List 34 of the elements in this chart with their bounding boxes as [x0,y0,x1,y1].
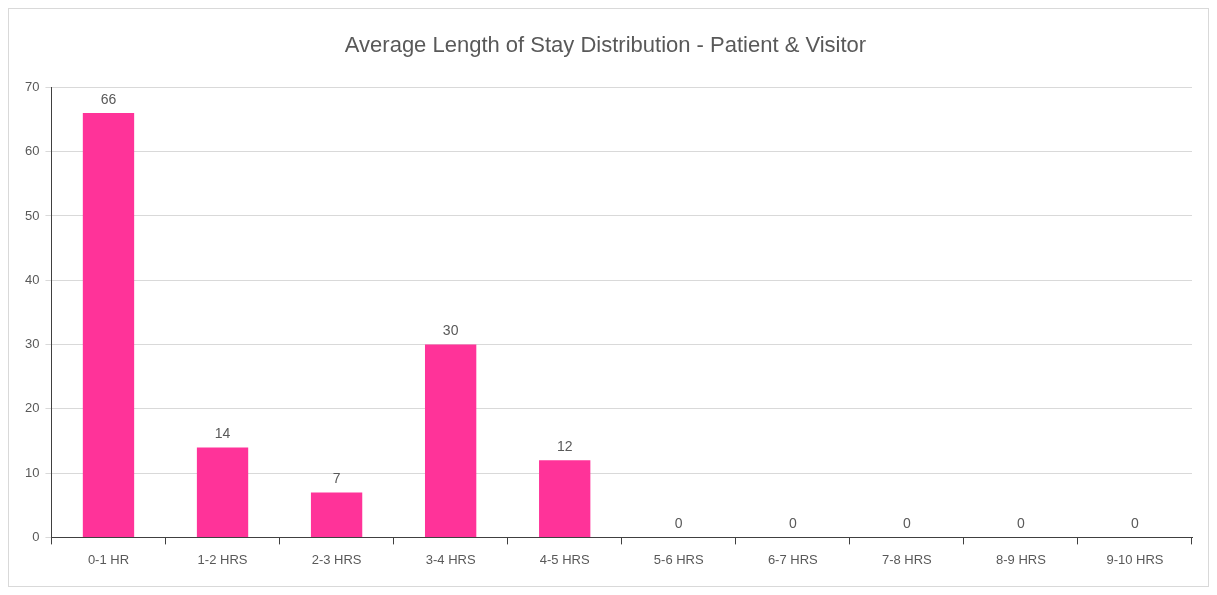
y-tick-label: 10 [24,464,40,480]
data-label: 7 [332,470,341,487]
x-tick-label: 9-10 HRS [1106,551,1164,567]
chart-title: Average Length of Stay Distribution - Patient & Visitor [344,32,867,58]
data-label: 0 [788,515,797,532]
bar [424,344,477,537]
data-label: 0 [674,515,683,532]
x-tick-label: 6-7 HRS [767,551,819,567]
x-tick-label: 5-6 HRS [653,551,704,567]
x-tick-label: 2-3 HRS [311,551,362,567]
y-tick-label: 60 [24,143,40,159]
data-label: 66 [100,90,117,107]
data-label: 14 [214,425,231,442]
y-tick-label: 20 [24,400,40,416]
data-label: 0 [1017,515,1026,532]
x-tick-label: 8-9 HRS [995,551,1047,567]
y-tick-label: 0 [32,528,40,544]
x-tick-label: 0-1 HR [87,551,130,567]
x-tick-label: 3-4 HRS [425,551,476,567]
bar [82,113,135,537]
data-label: 0 [1131,515,1140,532]
y-tick-label: 40 [24,271,40,287]
y-tick-label: 70 [24,78,40,94]
y-tick-label: 30 [24,336,40,352]
y-tick-label: 50 [24,207,40,223]
data-label: 30 [442,322,459,339]
x-tick-label: 7-8 HRS [881,551,933,567]
x-tick-label: 4-5 HRS [539,551,590,567]
bar [310,492,363,537]
bar [196,447,249,537]
bar [539,460,591,537]
data-label: 12 [556,438,573,455]
data-label: 0 [902,515,911,532]
x-tick-label: 1-2 HRS [197,551,248,567]
